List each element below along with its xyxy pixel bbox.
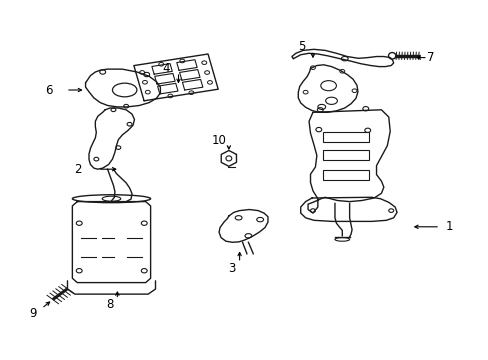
Text: 5: 5 bbox=[298, 40, 305, 53]
Text: 3: 3 bbox=[228, 262, 236, 275]
Text: 2: 2 bbox=[74, 163, 82, 176]
Text: 10: 10 bbox=[211, 134, 226, 147]
Text: 1: 1 bbox=[445, 220, 453, 233]
Text: 4: 4 bbox=[162, 62, 170, 75]
Bar bbox=[322, 170, 368, 180]
Bar bbox=[322, 132, 368, 142]
Text: 7: 7 bbox=[426, 51, 433, 64]
Text: 9: 9 bbox=[29, 307, 37, 320]
Text: 8: 8 bbox=[106, 298, 114, 311]
Bar bbox=[322, 150, 368, 160]
Text: 6: 6 bbox=[45, 84, 53, 96]
